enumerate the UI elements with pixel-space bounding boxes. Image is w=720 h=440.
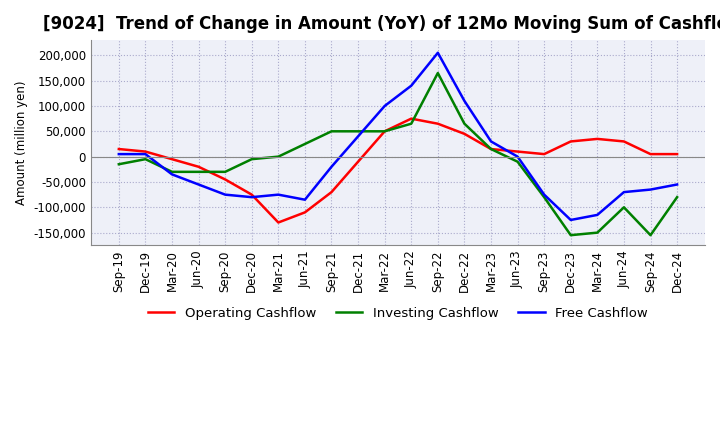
Y-axis label: Amount (million yen): Amount (million yen) — [15, 81, 28, 205]
Free Cashflow — [540, 192, 549, 197]
Free Cashflow — [327, 164, 336, 169]
Title: [9024]  Trend of Change in Amount (YoY) of 12Mo Moving Sum of Cashflows: [9024] Trend of Change in Amount (YoY) o… — [42, 15, 720, 33]
Free Cashflow — [460, 98, 469, 103]
Free Cashflow — [274, 192, 283, 197]
Investing Cashflow — [221, 169, 230, 175]
Investing Cashflow — [327, 128, 336, 134]
Investing Cashflow — [433, 70, 442, 76]
Free Cashflow — [114, 151, 123, 157]
Free Cashflow — [221, 192, 230, 197]
Free Cashflow — [672, 182, 681, 187]
Operating Cashflow — [593, 136, 602, 142]
Legend: Operating Cashflow, Investing Cashflow, Free Cashflow: Operating Cashflow, Investing Cashflow, … — [143, 301, 653, 325]
Investing Cashflow — [593, 230, 602, 235]
Free Cashflow — [300, 197, 309, 202]
Investing Cashflow — [300, 141, 309, 147]
Investing Cashflow — [646, 232, 654, 238]
Line: Operating Cashflow: Operating Cashflow — [119, 119, 677, 223]
Operating Cashflow — [513, 149, 522, 154]
Operating Cashflow — [274, 220, 283, 225]
Operating Cashflow — [407, 116, 415, 121]
Investing Cashflow — [540, 194, 549, 200]
Operating Cashflow — [194, 164, 203, 169]
Free Cashflow — [380, 103, 389, 109]
Operating Cashflow — [460, 131, 469, 136]
Investing Cashflow — [168, 169, 176, 175]
Investing Cashflow — [567, 232, 575, 238]
Operating Cashflow — [487, 147, 495, 152]
Operating Cashflow — [567, 139, 575, 144]
Free Cashflow — [433, 50, 442, 55]
Operating Cashflow — [620, 139, 629, 144]
Investing Cashflow — [407, 121, 415, 126]
Operating Cashflow — [646, 151, 654, 157]
Operating Cashflow — [300, 210, 309, 215]
Operating Cashflow — [114, 147, 123, 152]
Investing Cashflow — [354, 128, 362, 134]
Investing Cashflow — [620, 205, 629, 210]
Line: Investing Cashflow: Investing Cashflow — [119, 73, 677, 235]
Operating Cashflow — [248, 192, 256, 197]
Free Cashflow — [567, 217, 575, 223]
Investing Cashflow — [248, 157, 256, 162]
Operating Cashflow — [672, 151, 681, 157]
Investing Cashflow — [672, 194, 681, 200]
Operating Cashflow — [433, 121, 442, 126]
Free Cashflow — [248, 194, 256, 200]
Investing Cashflow — [114, 161, 123, 167]
Free Cashflow — [593, 212, 602, 217]
Line: Free Cashflow: Free Cashflow — [119, 53, 677, 220]
Investing Cashflow — [460, 121, 469, 126]
Free Cashflow — [194, 182, 203, 187]
Investing Cashflow — [194, 169, 203, 175]
Operating Cashflow — [168, 157, 176, 162]
Operating Cashflow — [540, 151, 549, 157]
Free Cashflow — [487, 139, 495, 144]
Investing Cashflow — [380, 128, 389, 134]
Operating Cashflow — [221, 177, 230, 182]
Operating Cashflow — [141, 149, 150, 154]
Operating Cashflow — [354, 159, 362, 165]
Investing Cashflow — [487, 147, 495, 152]
Free Cashflow — [141, 151, 150, 157]
Free Cashflow — [407, 83, 415, 88]
Investing Cashflow — [274, 154, 283, 159]
Free Cashflow — [620, 190, 629, 195]
Free Cashflow — [354, 134, 362, 139]
Investing Cashflow — [513, 159, 522, 165]
Free Cashflow — [168, 172, 176, 177]
Operating Cashflow — [327, 190, 336, 195]
Free Cashflow — [646, 187, 654, 192]
Operating Cashflow — [380, 128, 389, 134]
Investing Cashflow — [141, 157, 150, 162]
Free Cashflow — [513, 154, 522, 159]
